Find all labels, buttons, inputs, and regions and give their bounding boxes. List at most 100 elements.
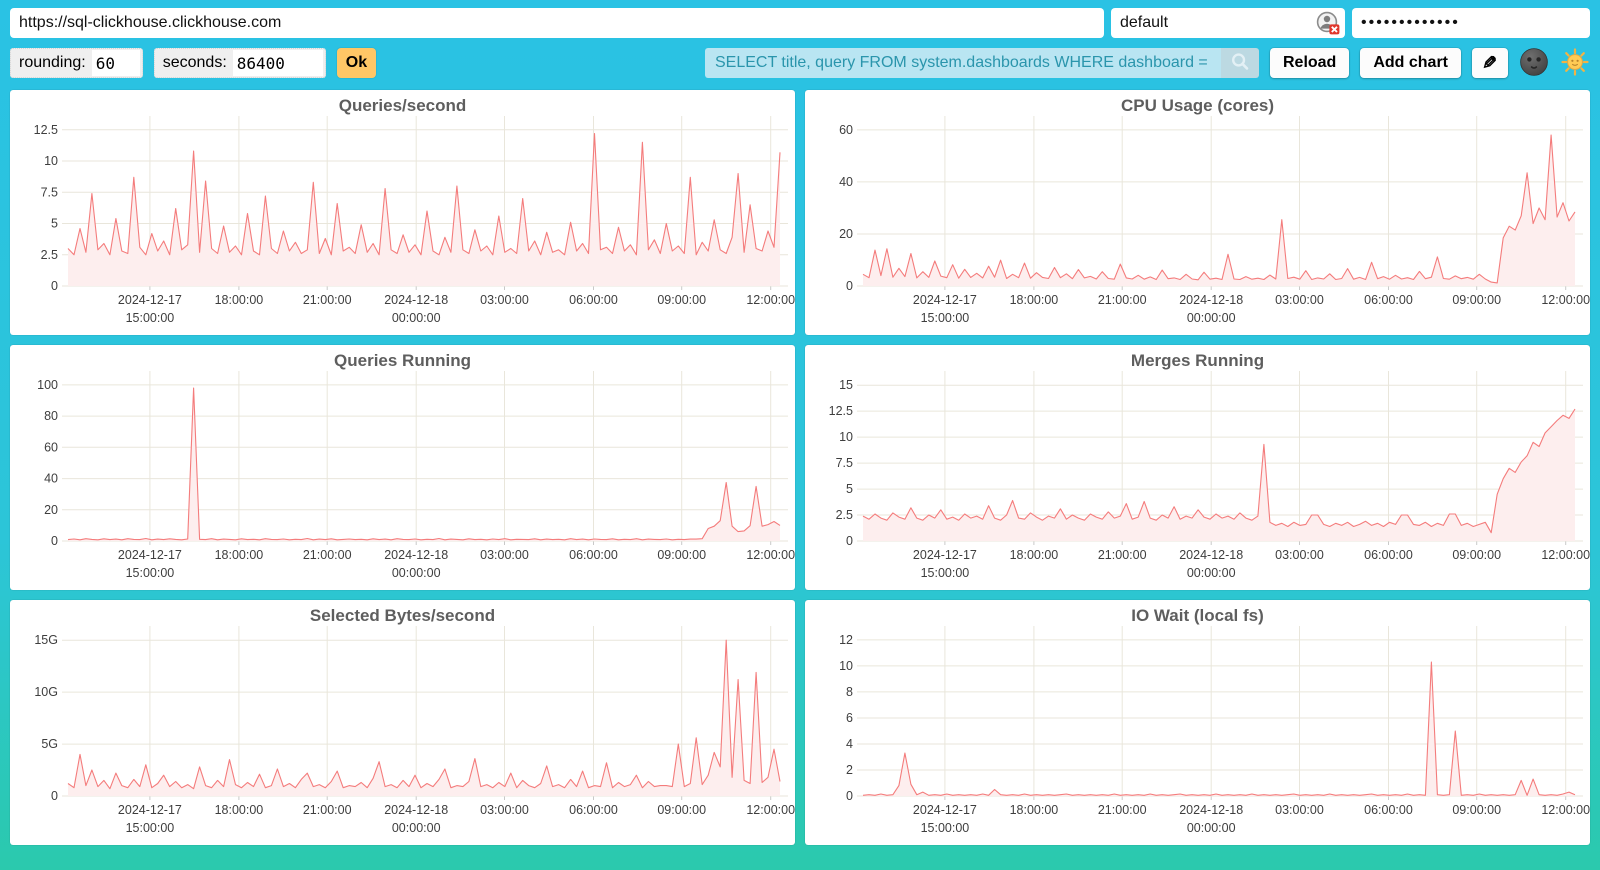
svg-text:15:00:00: 15:00:00 [126,566,175,580]
svg-text:8: 8 [846,685,853,699]
svg-text:06:00:00: 06:00:00 [1364,803,1413,817]
svg-text:18:00:00: 18:00:00 [215,548,264,562]
svg-text:0: 0 [846,534,853,548]
dashboard-query-group [705,48,1259,78]
new-moon-face-icon [1519,47,1549,80]
svg-text:00:00:00: 00:00:00 [392,566,441,580]
svg-text:09:00:00: 09:00:00 [657,803,706,817]
svg-text:60: 60 [839,123,853,137]
svg-text:10: 10 [44,154,58,168]
dashboard-query-input[interactable] [705,48,1221,78]
ok-button[interactable]: Ok [337,48,376,78]
connection-bar [0,0,1600,38]
svg-text:4: 4 [846,737,853,751]
svg-text:21:00:00: 21:00:00 [1098,293,1147,307]
svg-text:2.5: 2.5 [836,508,853,522]
chart-card-queries-running: Queries Running 0204060801002024-12-1715… [10,345,795,590]
user-field-wrap [1111,8,1345,38]
svg-text:0: 0 [51,789,58,803]
svg-text:12: 12 [839,633,853,647]
svg-text:12:00:00: 12:00:00 [1541,293,1590,307]
chart-canvas: 0246810122024-12-1715:00:0018:00:0021:00… [805,600,1590,845]
svg-text:06:00:00: 06:00:00 [569,548,618,562]
svg-text:2024-12-18: 2024-12-18 [384,293,448,307]
svg-text:06:00:00: 06:00:00 [569,803,618,817]
chart-canvas: 0204060801002024-12-1715:00:0018:00:0021… [10,345,795,590]
search-button[interactable] [1221,48,1259,78]
seconds-label: seconds: [163,54,227,72]
svg-text:00:00:00: 00:00:00 [392,821,441,835]
svg-text:09:00:00: 09:00:00 [1452,548,1501,562]
user-circle-red-x-icon [1316,11,1340,35]
svg-text:2024-12-18: 2024-12-18 [384,548,448,562]
reload-button[interactable]: Reload [1270,48,1349,78]
edit-queries-button[interactable]: ✎ [1472,48,1508,78]
svg-text:12:00:00: 12:00:00 [746,293,795,307]
pencil-icon: ✎ [1482,54,1497,72]
svg-text:21:00:00: 21:00:00 [1098,548,1147,562]
seconds-input[interactable] [233,50,323,76]
svg-text:2024-12-17: 2024-12-17 [118,803,182,817]
svg-text:2024-12-18: 2024-12-18 [1179,293,1243,307]
rounding-control: rounding: [10,48,143,78]
svg-text:2024-12-17: 2024-12-17 [913,293,977,307]
svg-text:7.5: 7.5 [836,456,853,470]
svg-text:2024-12-18: 2024-12-18 [1179,548,1243,562]
svg-text:15: 15 [839,378,853,392]
chart-canvas: 02.557.51012.5152024-12-1715:00:0018:00:… [805,345,1590,590]
chart-title: Queries Running [10,351,795,371]
svg-text:0: 0 [846,279,853,293]
user-input[interactable] [1111,8,1345,38]
svg-text:18:00:00: 18:00:00 [215,803,264,817]
rounding-label: rounding: [19,54,86,72]
theme-dark-toggle[interactable] [1519,48,1549,78]
svg-text:0: 0 [51,534,58,548]
svg-text:7.5: 7.5 [41,185,58,199]
chart-canvas: 02.557.51012.52024-12-1715:00:0018:00:00… [10,90,795,335]
svg-text:15:00:00: 15:00:00 [921,311,970,325]
svg-text:10: 10 [839,430,853,444]
svg-text:18:00:00: 18:00:00 [1010,803,1059,817]
svg-text:100: 100 [37,378,58,392]
chart-title: Merges Running [805,351,1590,371]
rounding-input[interactable] [92,50,140,76]
svg-text:03:00:00: 03:00:00 [480,803,529,817]
controls-bar: rounding: seconds: Ok Reload Add chart ✎ [0,38,1600,78]
svg-text:03:00:00: 03:00:00 [1275,548,1324,562]
svg-text:2024-12-17: 2024-12-17 [913,803,977,817]
svg-text:00:00:00: 00:00:00 [392,311,441,325]
search-icon [1230,52,1250,75]
svg-text:21:00:00: 21:00:00 [1098,803,1147,817]
svg-text:15:00:00: 15:00:00 [126,821,175,835]
svg-text:0: 0 [846,789,853,803]
svg-text:03:00:00: 03:00:00 [1275,293,1324,307]
svg-text:12:00:00: 12:00:00 [1541,803,1590,817]
svg-text:5: 5 [846,482,853,496]
theme-light-toggle[interactable] [1560,48,1590,78]
svg-text:40: 40 [44,472,58,486]
svg-text:60: 60 [44,440,58,454]
svg-text:80: 80 [44,409,58,423]
server-url-input[interactable] [10,8,1104,38]
svg-text:12:00:00: 12:00:00 [746,548,795,562]
svg-text:09:00:00: 09:00:00 [1452,293,1501,307]
svg-text:10: 10 [839,659,853,673]
password-input[interactable] [1352,8,1590,38]
svg-text:2024-12-18: 2024-12-18 [1179,803,1243,817]
svg-text:06:00:00: 06:00:00 [1364,293,1413,307]
svg-text:09:00:00: 09:00:00 [657,293,706,307]
add-chart-button[interactable]: Add chart [1360,48,1461,78]
svg-text:15G: 15G [34,633,58,647]
svg-text:06:00:00: 06:00:00 [1364,548,1413,562]
svg-text:2: 2 [846,763,853,777]
sun-face-icon [1561,48,1589,79]
dashboard-grid: Queries/second 02.557.51012.52024-12-171… [10,90,1590,845]
chart-canvas: 02040602024-12-1715:00:0018:00:0021:00:0… [805,90,1590,335]
svg-text:40: 40 [839,175,853,189]
chart-card-selected-bytes: Selected Bytes/second 05G10G15G2024-12-1… [10,600,795,845]
svg-text:2024-12-17: 2024-12-17 [913,548,977,562]
svg-text:21:00:00: 21:00:00 [303,548,352,562]
seconds-control: seconds: [154,48,326,78]
svg-text:0: 0 [51,279,58,293]
chart-canvas: 05G10G15G2024-12-1715:00:0018:00:0021:00… [10,600,795,845]
